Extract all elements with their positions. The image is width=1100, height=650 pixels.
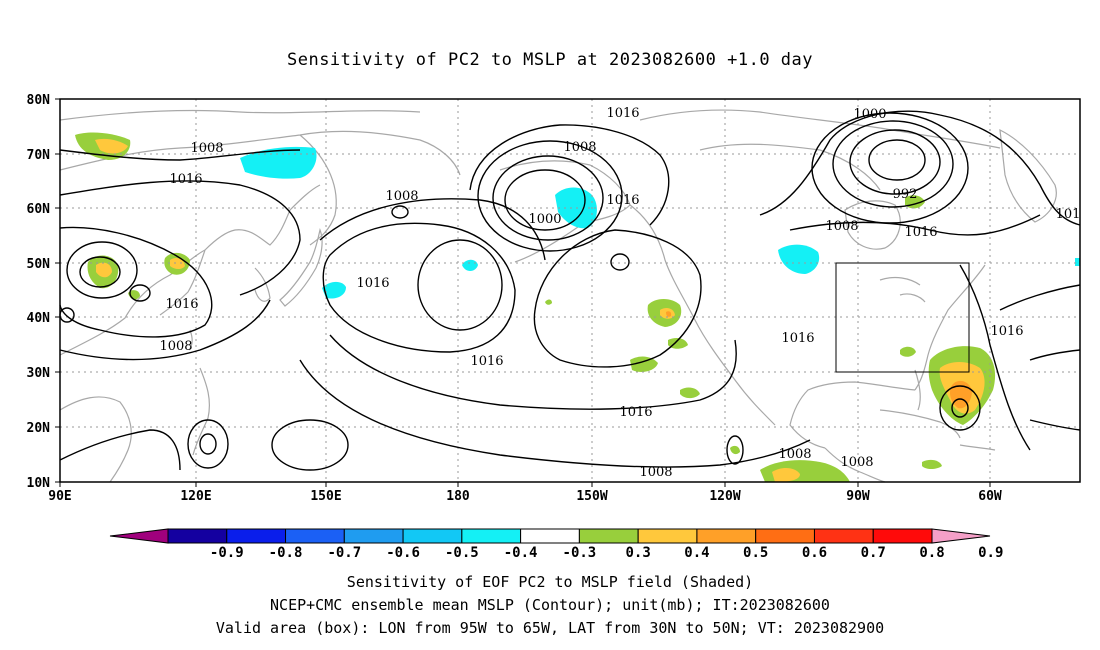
contour-label: 1016 [169, 172, 202, 187]
contour-label: 1016 [356, 276, 389, 291]
caption-contour: NCEP+CMC ensemble mean MSLP (Contour); u… [270, 596, 830, 614]
plot-frame [59, 98, 1081, 483]
contour-label: 1008 [159, 339, 192, 354]
contour-label: 1008 [639, 465, 672, 480]
contour-label: 1016 [990, 324, 1023, 339]
lon-labels: 90E 120E 150E 180 150W 120W 90W 60W [48, 489, 1002, 504]
colorbar-box [696, 528, 757, 544]
plot-area [60, 99, 1080, 482]
colorbar-tick-label: 0.6 [802, 545, 827, 561]
colorbar-tick-label: -0.8 [269, 545, 303, 561]
tick-marks [55, 98, 991, 487]
colorbar-box [813, 528, 874, 544]
colorbar-tick-label: -0.6 [386, 545, 420, 561]
colorbar-tick-label: 0.7 [861, 545, 886, 561]
colorbar: -0.9 -0.8 -0.7 -0.6 -0.5 -0.4 -0.3 0.3 0.4 0.5 0.6… [109, 528, 1003, 561]
contour-label: 1016 [619, 405, 652, 420]
contour-label: 1000 [853, 107, 886, 122]
contour-label: 1008 [825, 219, 858, 234]
colorbar-box [167, 528, 228, 544]
caption-shaded: Sensitivity of EOF PC2 to MSLP field (Sh… [346, 573, 754, 591]
colorbar-box [402, 528, 463, 544]
lon-label: 120E [180, 489, 211, 504]
contour-1000-aleutian [504, 169, 586, 231]
colorbar-tick-label: -0.4 [504, 545, 538, 561]
colorbar-right-arrow [931, 528, 991, 544]
shade-neg-canada [778, 244, 820, 274]
lat-label: 60N [27, 202, 51, 217]
lat-label: 10N [27, 476, 51, 491]
colorbar-tick-label: 0.5 [743, 545, 768, 561]
contour-label: 1008 [778, 447, 811, 462]
colorbar-box [755, 528, 815, 544]
contour-label: 1008 [385, 189, 418, 204]
lat-label: 30N [27, 366, 51, 381]
valid-area-box [835, 262, 970, 373]
colorbar-box [872, 528, 933, 544]
colorbar-tick-label: 0.4 [684, 545, 709, 561]
lat-label: 50N [27, 257, 51, 272]
colorbar-tick-label: 0.8 [919, 545, 944, 561]
contour-label: 1000 [528, 212, 561, 227]
shade-neg-pacific [322, 281, 346, 299]
colorbar-tick-label: -0.9 [210, 545, 244, 561]
colorbar-left-arrow [109, 528, 169, 544]
contour-label: 1016 [904, 225, 937, 240]
contour-label: 1008 [190, 141, 223, 156]
colorbar-tick-label: 0.3 [626, 545, 651, 561]
lon-label: 120W [709, 489, 740, 504]
lon-label: 90W [846, 489, 870, 504]
lat-label: 80N [27, 93, 51, 108]
lon-label: 150E [310, 489, 341, 504]
colorbar-box [520, 528, 580, 544]
contour-label: 1016 [606, 193, 639, 208]
colorbar-box [343, 528, 404, 544]
colorbar-tick-label: -0.5 [445, 545, 479, 561]
contour-label: 1008 [563, 140, 596, 155]
lat-label: 70N [27, 148, 51, 163]
map-title: Sensitivity of PC2 to MSLP at 2023082600… [286, 50, 813, 70]
contour-1016-pacific-high [417, 239, 503, 331]
contour-label: 101 [1056, 207, 1081, 222]
gridlines [60, 99, 1080, 482]
colorbar-box [461, 528, 522, 544]
lon-label: 180 [446, 489, 470, 504]
colorbar-box [578, 528, 639, 544]
coastlines [59, 109, 1057, 483]
lon-label: 90E [48, 489, 71, 504]
contour-labels: 1016 1008 1000 992 1016 1008 1016 1008 1… [159, 106, 1080, 480]
contour-label: 1016 [470, 354, 503, 369]
contour-label: 1016 [606, 106, 639, 121]
colorbar-box [285, 528, 345, 544]
lon-label: 60W [978, 489, 1002, 504]
contour-992-canada [868, 139, 926, 181]
shade-neg-kamchatka [240, 146, 317, 179]
shade-neg-gulf-alaska [555, 187, 597, 229]
lat-labels: 80N 70N 60N 50N 40N 30N 20N 10N [27, 93, 51, 491]
colorbar-box [637, 528, 698, 544]
caption-valid-area: Valid area (box): LON from 95W to 65W, L… [215, 619, 885, 637]
lon-label: 150W [576, 489, 607, 504]
contour-label: 1016 [165, 297, 198, 312]
contour-label: 1016 [781, 331, 814, 346]
lat-label: 40N [27, 311, 51, 326]
contour-label: 1008 [840, 455, 873, 470]
contour-label: 992 [893, 187, 918, 202]
colorbar-box [226, 528, 287, 544]
colorbar-tick-label: -0.3 [563, 545, 597, 561]
colorbar-tick-label: -0.7 [327, 545, 361, 561]
lat-label: 20N [27, 421, 51, 436]
colorbar-tick-label: 0.9 [978, 545, 1003, 561]
mslp-contours [59, 110, 1081, 471]
